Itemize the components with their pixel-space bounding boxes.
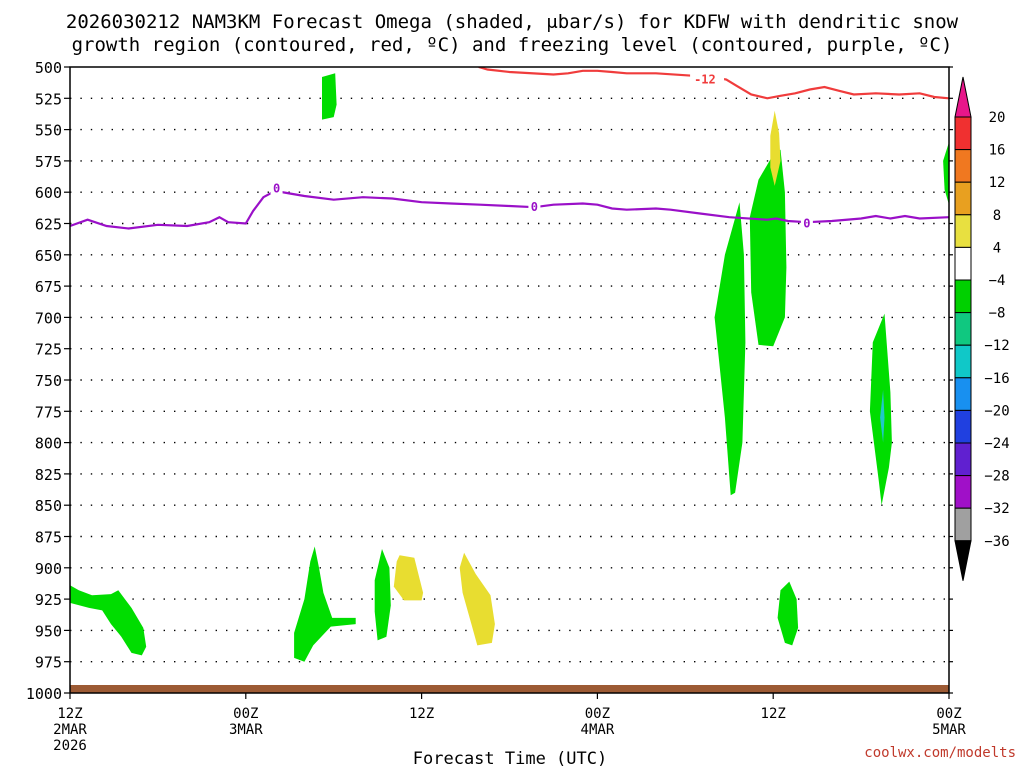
omega-green-low-a (294, 546, 356, 662)
dgz-label-bg (690, 71, 725, 86)
colorbar-label-12: −32 (984, 501, 1009, 517)
freezing-contour-label-1: 0 (531, 200, 538, 214)
y-tick-label-825: 825 (35, 466, 62, 484)
omega-green-low-c (777, 581, 799, 646)
omega-yellow-upper (770, 110, 781, 186)
x-tick-label-0-1: 2MAR (53, 722, 87, 738)
omega-yellow-b (459, 552, 495, 646)
colorbar-segment-9 (954, 377, 972, 411)
y-tick-label-625: 625 (35, 216, 62, 234)
colorbar-segment-11 (954, 442, 972, 477)
colorbar-segment-6 (954, 279, 972, 314)
y-tick-label-875: 875 (35, 529, 62, 547)
x-axis-label: Forecast Time (UTC) (413, 749, 607, 768)
colorbar-segment-3 (954, 181, 972, 216)
colorbar-segment-4 (954, 214, 972, 248)
x-tick-label-5-1: 5MAR (932, 722, 966, 738)
omega-green-low-b (374, 549, 391, 641)
omega-green-low-left (70, 585, 147, 656)
y-tick-label-650: 650 (35, 247, 62, 265)
plot-area: -12 0 0 0 500 525 550 575 600 625 650 675 700 725 750… (26, 59, 967, 754)
colorbar-label-0: 20 (989, 110, 1006, 126)
freezing-label-bg-0 (270, 180, 283, 195)
colorbar-bottom-arrow (954, 540, 972, 581)
colorbar: 20 16 12 8 4 −4 −8 −12 −16 −20 −24 −28 −32 −36 (954, 76, 1010, 581)
colorbar-label-3: 8 (993, 208, 1001, 224)
colorbar-label-10: −24 (984, 436, 1009, 452)
colorbar-label-8: −16 (984, 371, 1009, 387)
dgz-contour-line (478, 67, 949, 100)
y-tick-label-525: 525 (35, 90, 62, 108)
y-tick-label-725: 725 (35, 341, 62, 359)
y-tick-label-950: 950 (35, 622, 62, 640)
y-tick-label-600: 600 (35, 184, 62, 202)
freezing-label-bg-1 (528, 199, 541, 214)
x-tick-label-5-0: 00Z (936, 706, 961, 722)
colorbar-label-1: 16 (989, 143, 1006, 159)
freezing-label-bg-2 (800, 215, 813, 230)
colorbar-top-arrow (954, 76, 972, 118)
omega-green-mid-a (714, 202, 746, 496)
y-tick-label-975: 975 (35, 654, 62, 672)
y-tick-label-500: 500 (35, 59, 62, 77)
contour-layer: -12 0 0 0 (70, 67, 949, 231)
omega-green-upper (322, 73, 337, 120)
chart-title-line-1: 2026030212 NAM3KM Forecast Omega (shaded… (66, 11, 959, 33)
terrain-strip (70, 685, 949, 693)
x-tick-label-1-1: 3MAR (229, 722, 263, 738)
credit-text: coolwx.com/modelts (864, 745, 1016, 761)
omega-cyan-core (880, 390, 885, 443)
plot-frame (69, 66, 950, 694)
colorbar-segment-2 (954, 149, 972, 183)
y-tick-label-575: 575 (35, 153, 62, 171)
freezing-contour-label-0: 0 (273, 181, 280, 195)
colorbar-segment-10 (954, 409, 972, 444)
y-tick-label-900: 900 (35, 560, 62, 578)
colorbar-segment-8 (954, 344, 972, 379)
omega-green-mid-b (749, 149, 787, 347)
chart-title-line-2: growth region (contoured, red, ºC) and f… (72, 34, 953, 56)
colorbar-label-9: −20 (984, 403, 1009, 419)
y-tick-label-1000: 1000 (26, 685, 62, 703)
omega-green-mid-c (869, 313, 892, 506)
terrain-layer (70, 685, 949, 693)
colorbar-segment-13 (954, 507, 972, 542)
y-tick-label-850: 850 (35, 497, 62, 515)
omega-green-right-edge (943, 142, 949, 205)
freezing-contour-label-2: 0 (803, 217, 810, 231)
colorbar-segment-7 (954, 312, 972, 346)
colorbar-segment-1 (954, 116, 972, 151)
colorbar-segment-12 (954, 475, 972, 509)
x-tick-label-3-1: 4MAR (581, 722, 615, 738)
x-tick-label-3-0: 00Z (585, 706, 610, 722)
x-tick-label-1-0: 00Z (233, 706, 258, 722)
x-tick-label-0-2: 2026 (53, 738, 87, 754)
colorbar-label-2: 12 (989, 175, 1006, 191)
colorbar-label-11: −28 (984, 469, 1009, 485)
x-tick-label-0-0: 12Z (57, 706, 82, 722)
colorbar-label-7: −12 (984, 338, 1009, 354)
dgz-contour-label: -12 (694, 73, 716, 87)
y-tick-label-775: 775 (35, 403, 62, 421)
y-tick-label-925: 925 (35, 591, 62, 609)
y-tick-label-675: 675 (35, 278, 62, 296)
omega-shading-layer (70, 73, 949, 662)
omega-yellow-a (393, 555, 424, 601)
colorbar-label-6: −8 (989, 306, 1006, 322)
colorbar-label-13: −36 (984, 534, 1009, 550)
y-tick-label-550: 550 (35, 122, 62, 140)
colorbar-segment-5 (954, 246, 972, 281)
grid-lines (70, 97, 949, 663)
colorbar-label-4: 4 (993, 240, 1001, 256)
x-tick-label-4-0: 12Z (761, 706, 786, 722)
y-axis: 500 525 550 575 600 625 650 675 700 725 750 775 800 8… (26, 59, 953, 703)
y-tick-label-750: 750 (35, 372, 62, 390)
x-tick-label-2-0: 12Z (409, 706, 434, 722)
y-tick-label-700: 700 (35, 309, 62, 327)
colorbar-label-5: −4 (989, 273, 1006, 289)
y-tick-label-800: 800 (35, 435, 62, 453)
freezing-level-line (70, 189, 949, 230)
